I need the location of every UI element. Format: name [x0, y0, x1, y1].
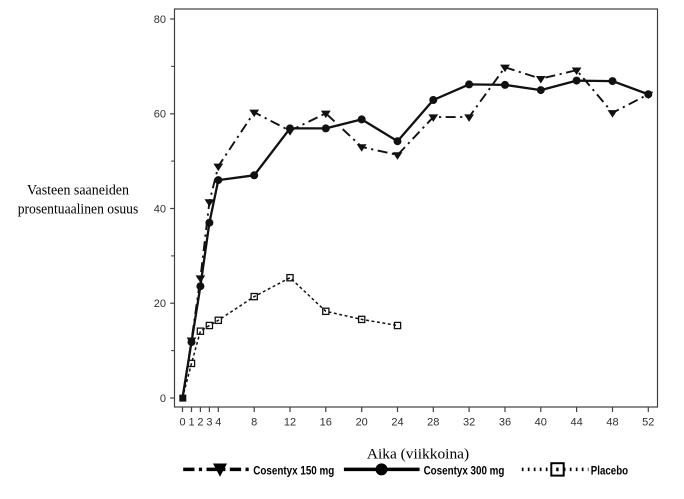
- svg-text:8: 8: [251, 416, 257, 428]
- svg-text:4: 4: [215, 416, 221, 428]
- svg-text:52: 52: [642, 416, 654, 428]
- svg-text:32: 32: [463, 416, 475, 428]
- svg-text:Cosentyx 150 mg: Cosentyx 150 mg: [253, 466, 334, 478]
- svg-text:80: 80: [154, 14, 166, 26]
- svg-text:24: 24: [391, 416, 403, 428]
- svg-text:3: 3: [206, 416, 212, 428]
- svg-text:48: 48: [606, 416, 618, 428]
- svg-text:prosentuaalinen osuus: prosentuaalinen osuus: [18, 202, 139, 218]
- svg-text:Cosentyx 300 mg: Cosentyx 300 mg: [424, 466, 505, 478]
- svg-text:60: 60: [154, 109, 166, 121]
- svg-text:40: 40: [154, 203, 166, 215]
- svg-text:0: 0: [160, 393, 166, 405]
- svg-text:20: 20: [356, 416, 368, 428]
- svg-text:1: 1: [188, 416, 194, 428]
- svg-text:2: 2: [197, 416, 203, 428]
- svg-text:44: 44: [570, 416, 582, 428]
- svg-text:Vasteen saaneiden: Vasteen saaneiden: [27, 182, 129, 198]
- svg-text:20: 20: [154, 298, 166, 310]
- svg-text:40: 40: [535, 416, 547, 428]
- svg-text:16: 16: [320, 416, 332, 428]
- svg-text:Placebo: Placebo: [591, 466, 628, 478]
- svg-text:36: 36: [499, 416, 511, 428]
- svg-text:12: 12: [284, 416, 296, 428]
- svg-text:28: 28: [427, 416, 439, 428]
- svg-text:0: 0: [179, 416, 185, 428]
- svg-text:Aika (viikkoina): Aika (viikkoina): [367, 447, 469, 463]
